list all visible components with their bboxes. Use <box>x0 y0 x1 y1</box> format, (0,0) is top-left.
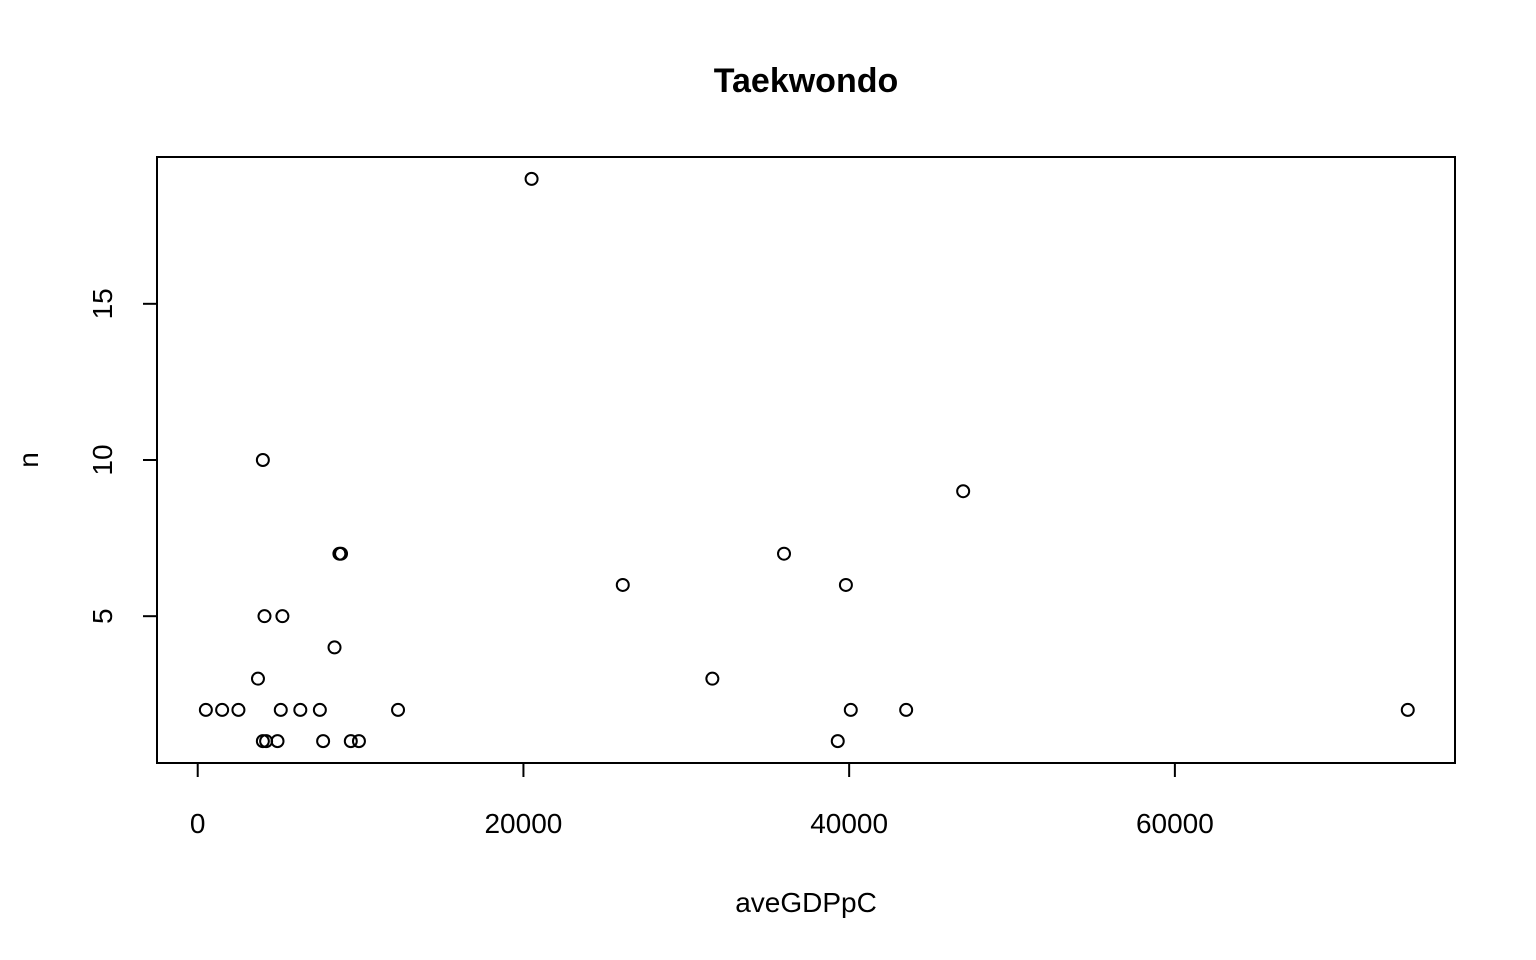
data-point <box>343 734 358 749</box>
y-tick-label: 5 <box>87 608 118 624</box>
data-point <box>838 577 853 592</box>
x-tick-label: 20000 <box>484 808 562 839</box>
data-point <box>615 577 630 592</box>
data-point <box>231 702 246 717</box>
x-tick-label: 0 <box>190 808 206 839</box>
chart-title: Taekwondo <box>714 62 899 100</box>
data-point <box>777 546 792 561</box>
data-point <box>312 702 327 717</box>
data-point <box>327 640 342 655</box>
data-point <box>899 702 914 717</box>
y-tick-label: 10 <box>87 444 118 475</box>
data-point <box>351 734 366 749</box>
data-points <box>198 171 1415 749</box>
x-axis-label: aveGDPpC <box>735 887 877 918</box>
x-tick-label: 40000 <box>810 808 888 839</box>
data-point <box>705 671 720 686</box>
data-point <box>250 671 265 686</box>
data-point <box>1400 702 1415 717</box>
data-point <box>524 171 539 186</box>
data-point <box>257 609 272 624</box>
y-axis-label: n <box>13 452 44 468</box>
data-point <box>198 702 213 717</box>
data-point <box>255 453 270 467</box>
data-point <box>956 484 971 499</box>
data-point <box>391 702 406 717</box>
y-axis: 5 10 15 <box>87 288 158 624</box>
y-tick-label: 15 <box>87 288 118 319</box>
data-point <box>270 734 285 749</box>
x-axis: 0 20000 40000 60000 <box>190 762 1214 839</box>
data-point <box>275 609 290 624</box>
data-point <box>215 702 230 717</box>
data-point <box>334 546 349 561</box>
x-tick-label: 60000 <box>1136 808 1214 839</box>
data-point <box>843 702 858 717</box>
plot-frame <box>156 156 1456 764</box>
data-point <box>830 734 845 749</box>
data-point <box>293 702 308 717</box>
data-point <box>273 702 288 717</box>
data-point <box>316 734 331 749</box>
